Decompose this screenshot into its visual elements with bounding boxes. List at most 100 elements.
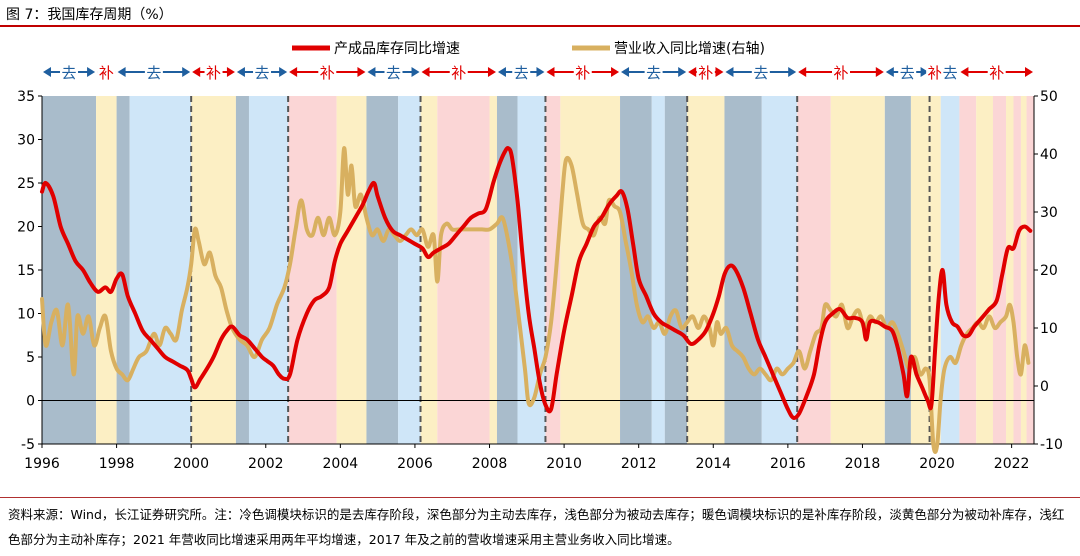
note-rule: [0, 497, 1080, 498]
legend: 产成品库存同比增速 营业收入同比增速(右轴): [292, 41, 765, 57]
cycle-arrow-head-left: [192, 67, 201, 77]
x-tick-label: 2008: [472, 456, 508, 470]
cycle-arrow-label-bg: [449, 62, 468, 82]
cycle-arrow-label-bg: [512, 62, 531, 82]
cycle-arrow-head-left: [621, 67, 630, 77]
cycle-arrow-label-destock: 去: [386, 64, 401, 82]
cycle-arrow-label-destock: 去: [646, 64, 661, 82]
x-tick-label: 2016: [770, 456, 806, 470]
phase-band-passive-restock: [96, 96, 117, 444]
cycle-arrow-head-left: [43, 67, 51, 77]
phase-band-passive-restock: [929, 96, 941, 444]
cycle-arrow-label-destock: 去: [514, 64, 529, 82]
phase-band-active-destock: [724, 96, 762, 444]
x-tick-label: 2004: [323, 456, 359, 470]
phase-band-passive-restock: [687, 96, 725, 444]
left-tick-label: 30: [17, 133, 35, 149]
cycle-arrow-label-bg: [696, 62, 715, 82]
cycle-arrow-label-bg: [60, 62, 79, 82]
cycle-arrow-label-destock: 去: [146, 64, 161, 82]
cycle-arrows: 去补去补去补去补去补去补去补去补去补: [43, 62, 1033, 82]
cycle-arrow-label-restock: 补: [575, 64, 590, 82]
phase-band-passive-restock: [910, 96, 930, 444]
cycle-arrow-head-left: [688, 67, 697, 77]
cycle-arrow-head-right: [279, 67, 288, 77]
cycle-arrow-label-bg: [204, 62, 223, 82]
cycle-arrow-head-left: [960, 67, 969, 77]
series-lines: [40, 146, 1033, 455]
phase-band-active-restock: [545, 96, 561, 444]
phase-band-active-restock: [959, 96, 977, 444]
cycle-arrow-head-right: [611, 67, 620, 77]
cycle-arrow-label-restock: 补: [99, 64, 114, 82]
cycle-arrow-label-destock: 去: [255, 64, 270, 82]
cycle-arrow-label-bg: [832, 62, 851, 82]
x-tick-label: 2012: [621, 456, 657, 470]
left-tick-label: 5: [26, 350, 35, 366]
cycle-arrow-label-destock: 去: [943, 64, 958, 82]
left-tick-label: 25: [17, 176, 35, 192]
cycle-arrow-head-left: [885, 67, 894, 77]
right-tick-label: 20: [1040, 263, 1058, 279]
cycle-arrow-label-restock: 补: [320, 64, 335, 82]
x-tick-label: 2018: [845, 456, 881, 470]
cycle-arrow-label-bg: [144, 62, 163, 82]
cycle-arrow-label-bg: [941, 62, 960, 82]
phase-band-passive-restock: [1020, 96, 1027, 444]
phase-band-passive-restock: [976, 96, 993, 444]
cycle-arrow-head-right: [411, 67, 420, 77]
phase-band-active-destock: [42, 96, 97, 444]
x-tick-label: 2002: [248, 456, 284, 470]
cycle-arrow-head-left: [117, 67, 126, 77]
cycle-arrow-head-right: [487, 67, 496, 77]
phase-band-active-restock: [437, 96, 490, 444]
x-tick-label: 2000: [173, 456, 209, 470]
x-tick-label: 1996: [24, 456, 60, 470]
cycle-arrow-label-bg: [318, 62, 337, 82]
phase-band-passive-restock: [830, 96, 885, 444]
phase-bands: [42, 96, 1034, 444]
x-tick-label: 1998: [99, 456, 135, 470]
cycle-arrow-head-right: [920, 67, 929, 77]
phase-band-active-destock: [664, 96, 688, 444]
left-tick-label: -5: [21, 437, 35, 453]
phase-band-active-destock: [235, 96, 249, 444]
source-note: 资料来源：Wind，长江证券研究所。注：冷色调模块标识的是去库存阶段，深色部分为…: [8, 507, 1065, 547]
cycle-arrow-head-right: [678, 67, 687, 77]
right-tick-label: 10: [1040, 321, 1058, 337]
phase-band-passive-restock: [1006, 96, 1014, 444]
phase-band-passive-destock: [651, 96, 665, 444]
left-tick-label: 0: [26, 394, 35, 410]
phase-band-active-restock: [797, 96, 831, 444]
cycle-arrow-head-right: [1025, 67, 1033, 77]
cycle-arrow-head-left: [289, 67, 298, 77]
cycle-arrow-label-bg: [253, 62, 272, 82]
figure-title: 图 7：我国库存周期（%）: [6, 7, 173, 23]
cycle-arrow-label-bg: [926, 62, 945, 82]
cycle-arrow-label-destock: 去: [900, 64, 915, 82]
cycle-arrow-head-left: [421, 67, 430, 77]
cycle-arrow-head-right: [715, 67, 724, 77]
right-tick-label: 40: [1040, 147, 1058, 163]
cycle-arrow-label-destock: 去: [62, 64, 77, 82]
cycle-arrow-head-left: [367, 67, 376, 77]
cycle-arrow-label-restock: 补: [833, 64, 848, 82]
phase-band-active-restock: [288, 96, 337, 444]
cycle-arrow-head-left: [236, 67, 245, 77]
cycle-arrow-head-right: [357, 67, 366, 77]
phase-band-passive-destock: [398, 96, 421, 444]
phase-band-active-restock: [992, 96, 1007, 444]
cycle-arrow-label-bg: [97, 62, 116, 82]
cycle-arrow-label-bg: [644, 62, 663, 82]
phase-band-passive-destock: [940, 96, 960, 444]
cycle-arrow-head-right: [182, 67, 191, 77]
x-tick-label: 2020: [919, 456, 955, 470]
phase-band-passive-restock: [560, 96, 621, 444]
right-tick-label: 0: [1040, 379, 1049, 395]
cycle-arrow-label-bg: [573, 62, 592, 82]
cycle-arrow-head-left: [798, 67, 807, 77]
phase-band-passive-destock: [129, 96, 192, 444]
cycle-arrow-head-left: [546, 67, 555, 77]
axes: -5 0 5 10 15 20 25 30 35 -10 0 10 20 30 40 50 1996 1998 20…: [17, 89, 1063, 470]
cycle-arrow-label-restock: 补: [451, 64, 466, 82]
